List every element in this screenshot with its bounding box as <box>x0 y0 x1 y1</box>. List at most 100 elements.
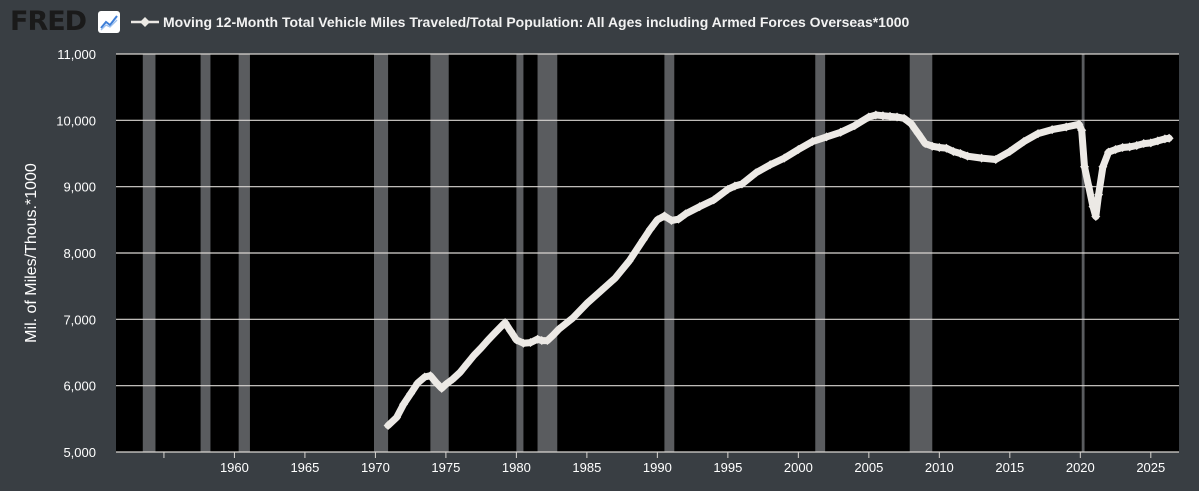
x-tick-label: 2010 <box>925 460 954 475</box>
data-point <box>537 336 547 346</box>
data-point <box>864 112 874 122</box>
fred-logo[interactable]: FRED <box>10 6 87 37</box>
data-point <box>850 121 860 131</box>
data-point <box>554 324 564 334</box>
data-point <box>807 137 817 147</box>
data-point <box>977 153 987 163</box>
y-tick-label: 11,000 <box>57 47 96 62</box>
data-point <box>1139 139 1149 149</box>
data-point <box>920 139 930 149</box>
series-line <box>383 110 1174 430</box>
legend-series-marker <box>131 17 159 27</box>
data-point <box>1077 125 1087 135</box>
x-tick-label: 2015 <box>995 460 1024 475</box>
data-point <box>934 143 944 153</box>
data-point <box>695 202 705 212</box>
y-tick-label: 10,000 <box>56 113 96 128</box>
data-point <box>406 389 416 399</box>
data-point <box>779 153 789 163</box>
x-tick-label: 1970 <box>361 460 390 475</box>
data-point <box>681 209 691 219</box>
y-tick-label: 8,000 <box>63 246 96 261</box>
x-tick-label: 1960 <box>220 460 249 475</box>
data-point <box>441 379 451 389</box>
data-point <box>1061 122 1071 132</box>
data-point <box>652 215 662 225</box>
data-point <box>506 326 516 336</box>
data-point <box>751 168 761 178</box>
data-point <box>596 286 606 296</box>
x-tick-label: 1980 <box>502 460 531 475</box>
data-point <box>878 111 888 121</box>
y-axis: 5,000 6,000 7,000 8,000 9,000 10,000 11,000 <box>56 47 96 460</box>
data-point <box>1084 182 1094 192</box>
data-point <box>666 215 676 225</box>
data-point <box>709 195 719 205</box>
data-point <box>927 141 937 151</box>
x-tick-label: 2000 <box>784 460 813 475</box>
data-point <box>1005 147 1015 157</box>
data-point <box>645 224 655 234</box>
data-point <box>885 111 895 121</box>
data-point <box>941 143 951 153</box>
line-chart-icon <box>98 11 120 33</box>
data-point <box>822 132 832 142</box>
data-point <box>455 367 465 377</box>
data-point <box>469 350 479 360</box>
data-point <box>730 181 740 191</box>
data-point <box>906 119 916 129</box>
x-tick-label: 1975 <box>431 460 460 475</box>
data-point <box>913 129 923 139</box>
y-tick-label: 5,000 <box>63 445 96 460</box>
x-tick-label: 2025 <box>1136 460 1165 475</box>
x-tick-label: 1985 <box>572 460 601 475</box>
data-point <box>610 273 620 283</box>
data-point <box>511 335 521 345</box>
data-point <box>1146 138 1156 148</box>
y-tick-label: 6,000 <box>63 379 96 394</box>
data-point <box>723 184 733 194</box>
data-point <box>476 343 486 353</box>
chart-title: Moving 12-Month Total Vehicle Miles Trav… <box>163 14 910 30</box>
y-tick-label: 9,000 <box>63 180 96 195</box>
data-point <box>624 256 634 266</box>
data-point <box>948 147 958 157</box>
data-point <box>548 330 558 340</box>
data-point <box>1132 141 1142 151</box>
chart-header: FRED Moving 12-Month Total Vehicle Miles… <box>0 0 1199 44</box>
y-tick-label: 7,000 <box>63 312 96 327</box>
data-point <box>525 338 535 348</box>
data-point <box>568 313 578 323</box>
data-point <box>500 318 510 328</box>
data-point <box>462 359 472 369</box>
x-axis: 1960 1965 1970 1975 1980 1985 1990 1995 2000 2005… <box>116 451 1179 475</box>
data-point <box>955 149 965 158</box>
data-point <box>899 113 909 123</box>
data-point <box>1098 162 1108 172</box>
x-tick-label: 1995 <box>713 460 742 475</box>
x-tick-label: 1990 <box>643 460 672 475</box>
data-point <box>1091 212 1101 222</box>
data-point <box>483 335 493 345</box>
data-point <box>1047 125 1057 135</box>
data-point <box>1094 190 1104 200</box>
data-point <box>1118 143 1128 153</box>
data-point <box>1164 133 1174 143</box>
data-point <box>765 160 775 170</box>
data-point <box>991 154 1001 164</box>
data-point <box>392 413 402 423</box>
data-point <box>737 179 747 189</box>
data-point <box>1153 136 1163 146</box>
data-point <box>892 112 902 122</box>
data-point <box>836 127 846 137</box>
data-point <box>963 151 973 161</box>
data-point <box>1019 137 1029 147</box>
data-point <box>793 145 803 155</box>
data-point <box>659 211 669 221</box>
data-point <box>518 338 528 348</box>
data-point <box>1088 202 1098 212</box>
data-point <box>582 298 592 308</box>
data-point <box>871 110 881 120</box>
data-point <box>431 377 441 387</box>
